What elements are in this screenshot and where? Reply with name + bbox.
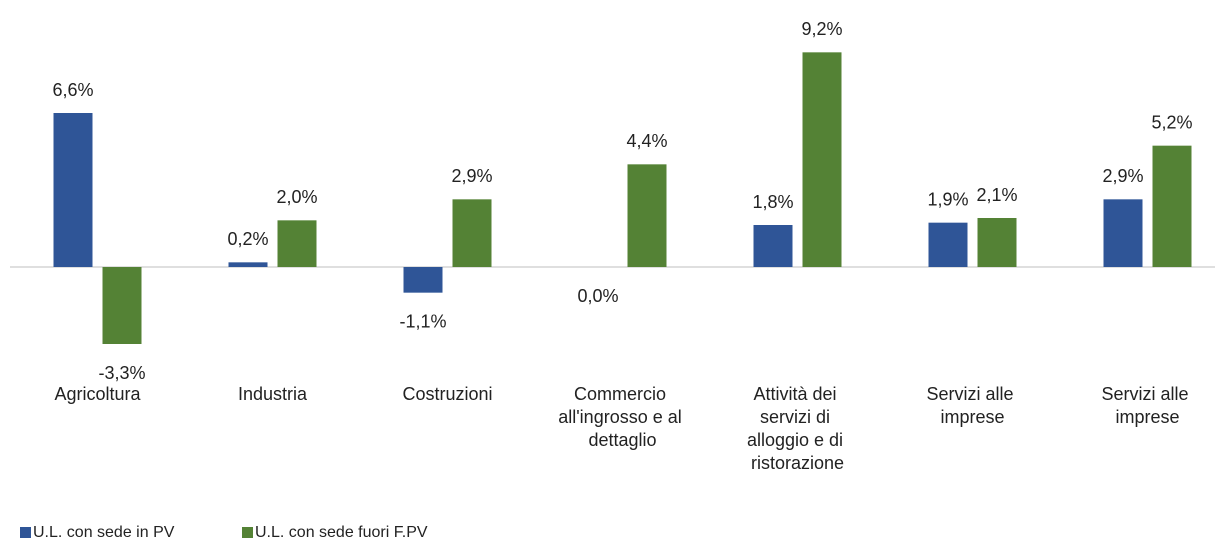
legend-swatch	[20, 527, 31, 538]
legend-label: U.L. con sede in PV	[33, 524, 175, 541]
value-label: 2,0%	[276, 187, 317, 207]
value-label: -1,1%	[399, 311, 446, 331]
bar	[277, 220, 317, 267]
bar	[802, 52, 842, 268]
x-tick-label: Attività dei servizi di alloggio e di ri…	[747, 384, 848, 473]
bar	[977, 218, 1017, 267]
x-tick-label: Servizi alle imprese	[1101, 384, 1193, 427]
x-tick-label: Industria	[238, 384, 308, 404]
bar	[1103, 199, 1143, 267]
value-label: 1,9%	[927, 189, 968, 209]
value-label: -3,3%	[98, 363, 145, 383]
bar	[1152, 145, 1192, 267]
value-label: 5,2%	[1151, 112, 1192, 132]
bar	[753, 225, 793, 267]
bar	[403, 267, 443, 293]
x-tick-label: Commercio all'ingrosso e al dettaglio	[558, 384, 687, 450]
bar	[53, 113, 93, 267]
value-label: 6,6%	[52, 80, 93, 100]
bar	[928, 222, 968, 267]
value-label: 2,1%	[976, 185, 1017, 205]
bar	[627, 164, 667, 267]
bar	[228, 262, 268, 267]
value-label: 9,2%	[801, 19, 842, 39]
x-tick-label: Servizi alle imprese	[926, 384, 1018, 427]
value-label: 1,8%	[752, 192, 793, 212]
bar	[452, 199, 492, 267]
value-label: 2,9%	[1102, 166, 1143, 186]
x-tick-label: Costruzioni	[402, 384, 492, 404]
value-label: 4,4%	[626, 131, 667, 151]
legend-label: U.L. con sede fuori F.PV	[255, 524, 428, 541]
legend-swatch	[242, 527, 253, 538]
value-label: 2,9%	[451, 166, 492, 186]
value-label: 0,2%	[227, 229, 268, 249]
value-label: 0,0%	[577, 286, 618, 306]
bar	[102, 267, 142, 344]
x-tick-label: Agricoltura	[54, 384, 141, 404]
